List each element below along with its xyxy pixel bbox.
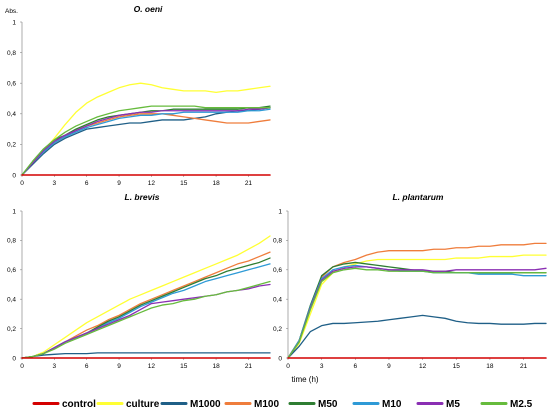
y-tick-label: 0,6 [7, 81, 16, 88]
legend-item-m2-5: M2.5 [480, 399, 533, 410]
y-tick-label: 0,6 [7, 267, 16, 274]
x-tick-label: 15 [180, 363, 188, 370]
x-tick-label: 18 [212, 363, 220, 370]
chart-panel-l-brevis: 0 0,2 0,4 0,6 0,8 1 0 3 6 9 12 15 18 21 L. brevis [7, 192, 271, 370]
x-tick-label: 12 [148, 363, 156, 370]
x-tick-label: 18 [486, 363, 494, 370]
legend-item-m50: M50 [288, 399, 338, 410]
legend-label: culture [126, 399, 160, 410]
legend-item-m5: M5 [416, 399, 460, 410]
legend-label: M100 [254, 399, 279, 410]
y-tick-label: 0,8 [7, 238, 16, 245]
series-line-m10 [21, 108, 271, 176]
y-tick-label: 0,8 [273, 238, 282, 245]
chart-title: L. brevis [125, 192, 160, 202]
chart-panel-l-plantarum: 0 0,2 0,4 0,6 0,8 1 0 3 6 9 12 15 18 21 L. plantarum ti… [273, 192, 547, 384]
chart-panel-o-oeni: 0 0,2 0,4 0,6 0,8 1 0 3 6 9 12 15 18 21 O. oeni Abs. [5, 4, 271, 187]
x-tick-label: 9 [117, 363, 121, 370]
x-tick-label: 21 [245, 363, 253, 370]
chart-title: O. oeni [134, 4, 163, 14]
series-line-culture [21, 82, 271, 176]
legend-label: control [62, 399, 96, 410]
y-tick-label: 0,6 [273, 267, 282, 274]
y-tick-label: 0 [12, 172, 16, 179]
legend-item-m100: M100 [224, 399, 279, 410]
x-tick-label: 21 [245, 180, 253, 187]
x-tick-label: 15 [180, 180, 188, 187]
legend-item-m10: M10 [352, 399, 402, 410]
x-tick-label: 3 [320, 363, 324, 370]
series-line-m2-5 [21, 280, 271, 359]
series-line-m1000 [287, 314, 547, 359]
legend-item-m1000: M1000 [160, 399, 221, 410]
series-line-m5 [287, 266, 547, 359]
x-tick-label: 12 [419, 363, 427, 370]
y-tick-label: 0,2 [7, 142, 16, 149]
y-tick-label: 1 [12, 208, 16, 215]
y-tick-label: 1 [278, 208, 282, 215]
x-tick-label: 18 [212, 180, 220, 187]
x-tick-label: 6 [85, 363, 89, 370]
y-tick-label: 0,8 [7, 50, 16, 57]
x-axis-label: time (h) [291, 375, 318, 384]
x-tick-label: 0 [20, 363, 24, 370]
x-tick-label: 3 [53, 180, 57, 187]
series-line-m2-5 [287, 267, 547, 359]
legend-label: M10 [382, 399, 402, 410]
x-tick-label: 0 [20, 180, 24, 187]
y-tick-label: 1 [12, 19, 16, 26]
y-tick-label: 0 [12, 355, 16, 362]
legend-item-culture: culture [96, 399, 160, 410]
legend-label: M1000 [190, 399, 221, 410]
y-axis-label: Abs. [5, 8, 18, 15]
x-tick-label: 9 [387, 363, 391, 370]
series-line-m5 [21, 107, 271, 176]
x-tick-label: 9 [117, 180, 121, 187]
x-tick-label: 21 [520, 363, 528, 370]
y-tick-label: 0,4 [7, 297, 16, 304]
y-tick-label: 0,2 [273, 326, 282, 333]
x-tick-label: 0 [286, 363, 290, 370]
legend-item-control: control [32, 399, 96, 410]
legend-label: M50 [318, 399, 338, 410]
legend-label: M2.5 [510, 399, 533, 410]
series-line-m2-5 [21, 105, 271, 176]
x-tick-label: 12 [148, 180, 156, 187]
series-line-m1000 [21, 352, 271, 359]
x-tick-label: 6 [85, 180, 89, 187]
x-tick-label: 3 [53, 363, 57, 370]
x-tick-label: 6 [353, 363, 357, 370]
y-tick-label: 0 [278, 355, 282, 362]
legend-label: M5 [446, 399, 460, 410]
y-tick-label: 0,2 [7, 326, 16, 333]
y-tick-label: 0,4 [273, 297, 282, 304]
legend: control culture M1000 M100 M50 M10 M5 M2.5 [32, 399, 533, 410]
x-tick-label: 15 [453, 363, 461, 370]
series-line-culture [21, 235, 271, 359]
chart-title: L. plantarum [392, 192, 443, 202]
y-tick-label: 0,4 [7, 111, 16, 118]
